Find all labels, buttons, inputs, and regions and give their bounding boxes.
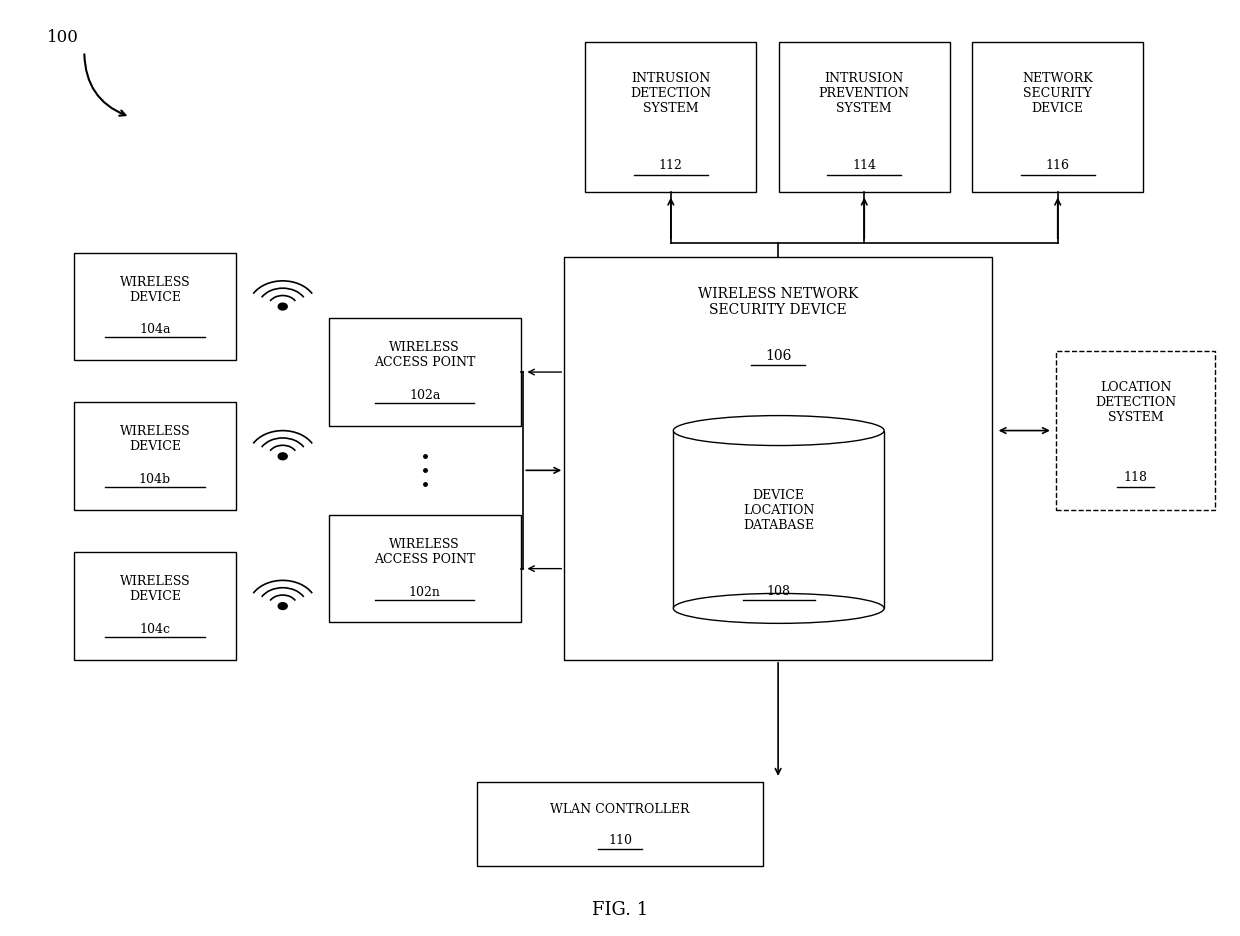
Circle shape [278,303,288,310]
FancyBboxPatch shape [74,253,236,360]
Ellipse shape [673,593,884,623]
FancyBboxPatch shape [585,42,756,192]
Text: WIRELESS
ACCESS POINT: WIRELESS ACCESS POINT [374,342,475,369]
Text: 104a: 104a [139,324,171,336]
Circle shape [278,603,288,609]
Text: WIRELESS
DEVICE: WIRELESS DEVICE [120,426,190,453]
FancyBboxPatch shape [74,402,236,510]
Text: 102n: 102n [409,586,440,598]
Text: DEVICE
LOCATION
DATABASE: DEVICE LOCATION DATABASE [743,489,815,532]
Text: WIRELESS NETWORK
SECURITY DEVICE: WIRELESS NETWORK SECURITY DEVICE [698,287,858,317]
Bar [673,431,884,608]
Text: WLAN CONTROLLER: WLAN CONTROLLER [551,803,689,816]
Text: WIRELESS
ACCESS POINT: WIRELESS ACCESS POINT [374,538,475,565]
FancyBboxPatch shape [1056,351,1215,510]
FancyBboxPatch shape [329,515,521,622]
Text: WIRELESS
DEVICE: WIRELESS DEVICE [120,276,190,303]
Text: 112: 112 [658,159,683,172]
FancyBboxPatch shape [564,257,992,660]
FancyBboxPatch shape [74,552,236,660]
Text: NETWORK
SECURITY
DEVICE: NETWORK SECURITY DEVICE [1022,72,1094,115]
Text: INTRUSION
DETECTION
SYSTEM: INTRUSION DETECTION SYSTEM [630,72,712,115]
Text: WIRELESS
DEVICE: WIRELESS DEVICE [120,576,190,603]
Text: 118: 118 [1123,471,1148,484]
Ellipse shape [673,416,884,446]
Text: 108: 108 [766,585,791,598]
FancyBboxPatch shape [329,318,521,426]
Text: 104b: 104b [139,474,171,486]
Text: LOCATION
DETECTION
SYSTEM: LOCATION DETECTION SYSTEM [1095,381,1177,424]
FancyBboxPatch shape [477,782,763,866]
Text: INTRUSION
PREVENTION
SYSTEM: INTRUSION PREVENTION SYSTEM [818,72,910,115]
Text: FIG. 1: FIG. 1 [591,901,649,919]
Text: 116: 116 [1045,159,1070,172]
FancyBboxPatch shape [779,42,950,192]
Text: 106: 106 [765,349,791,362]
Text: 110: 110 [608,834,632,847]
Circle shape [278,453,288,460]
Text: 104c: 104c [139,623,171,636]
Text: 100: 100 [47,29,79,46]
Text: 102a: 102a [409,389,440,402]
FancyBboxPatch shape [972,42,1143,192]
Text: 114: 114 [852,159,877,172]
